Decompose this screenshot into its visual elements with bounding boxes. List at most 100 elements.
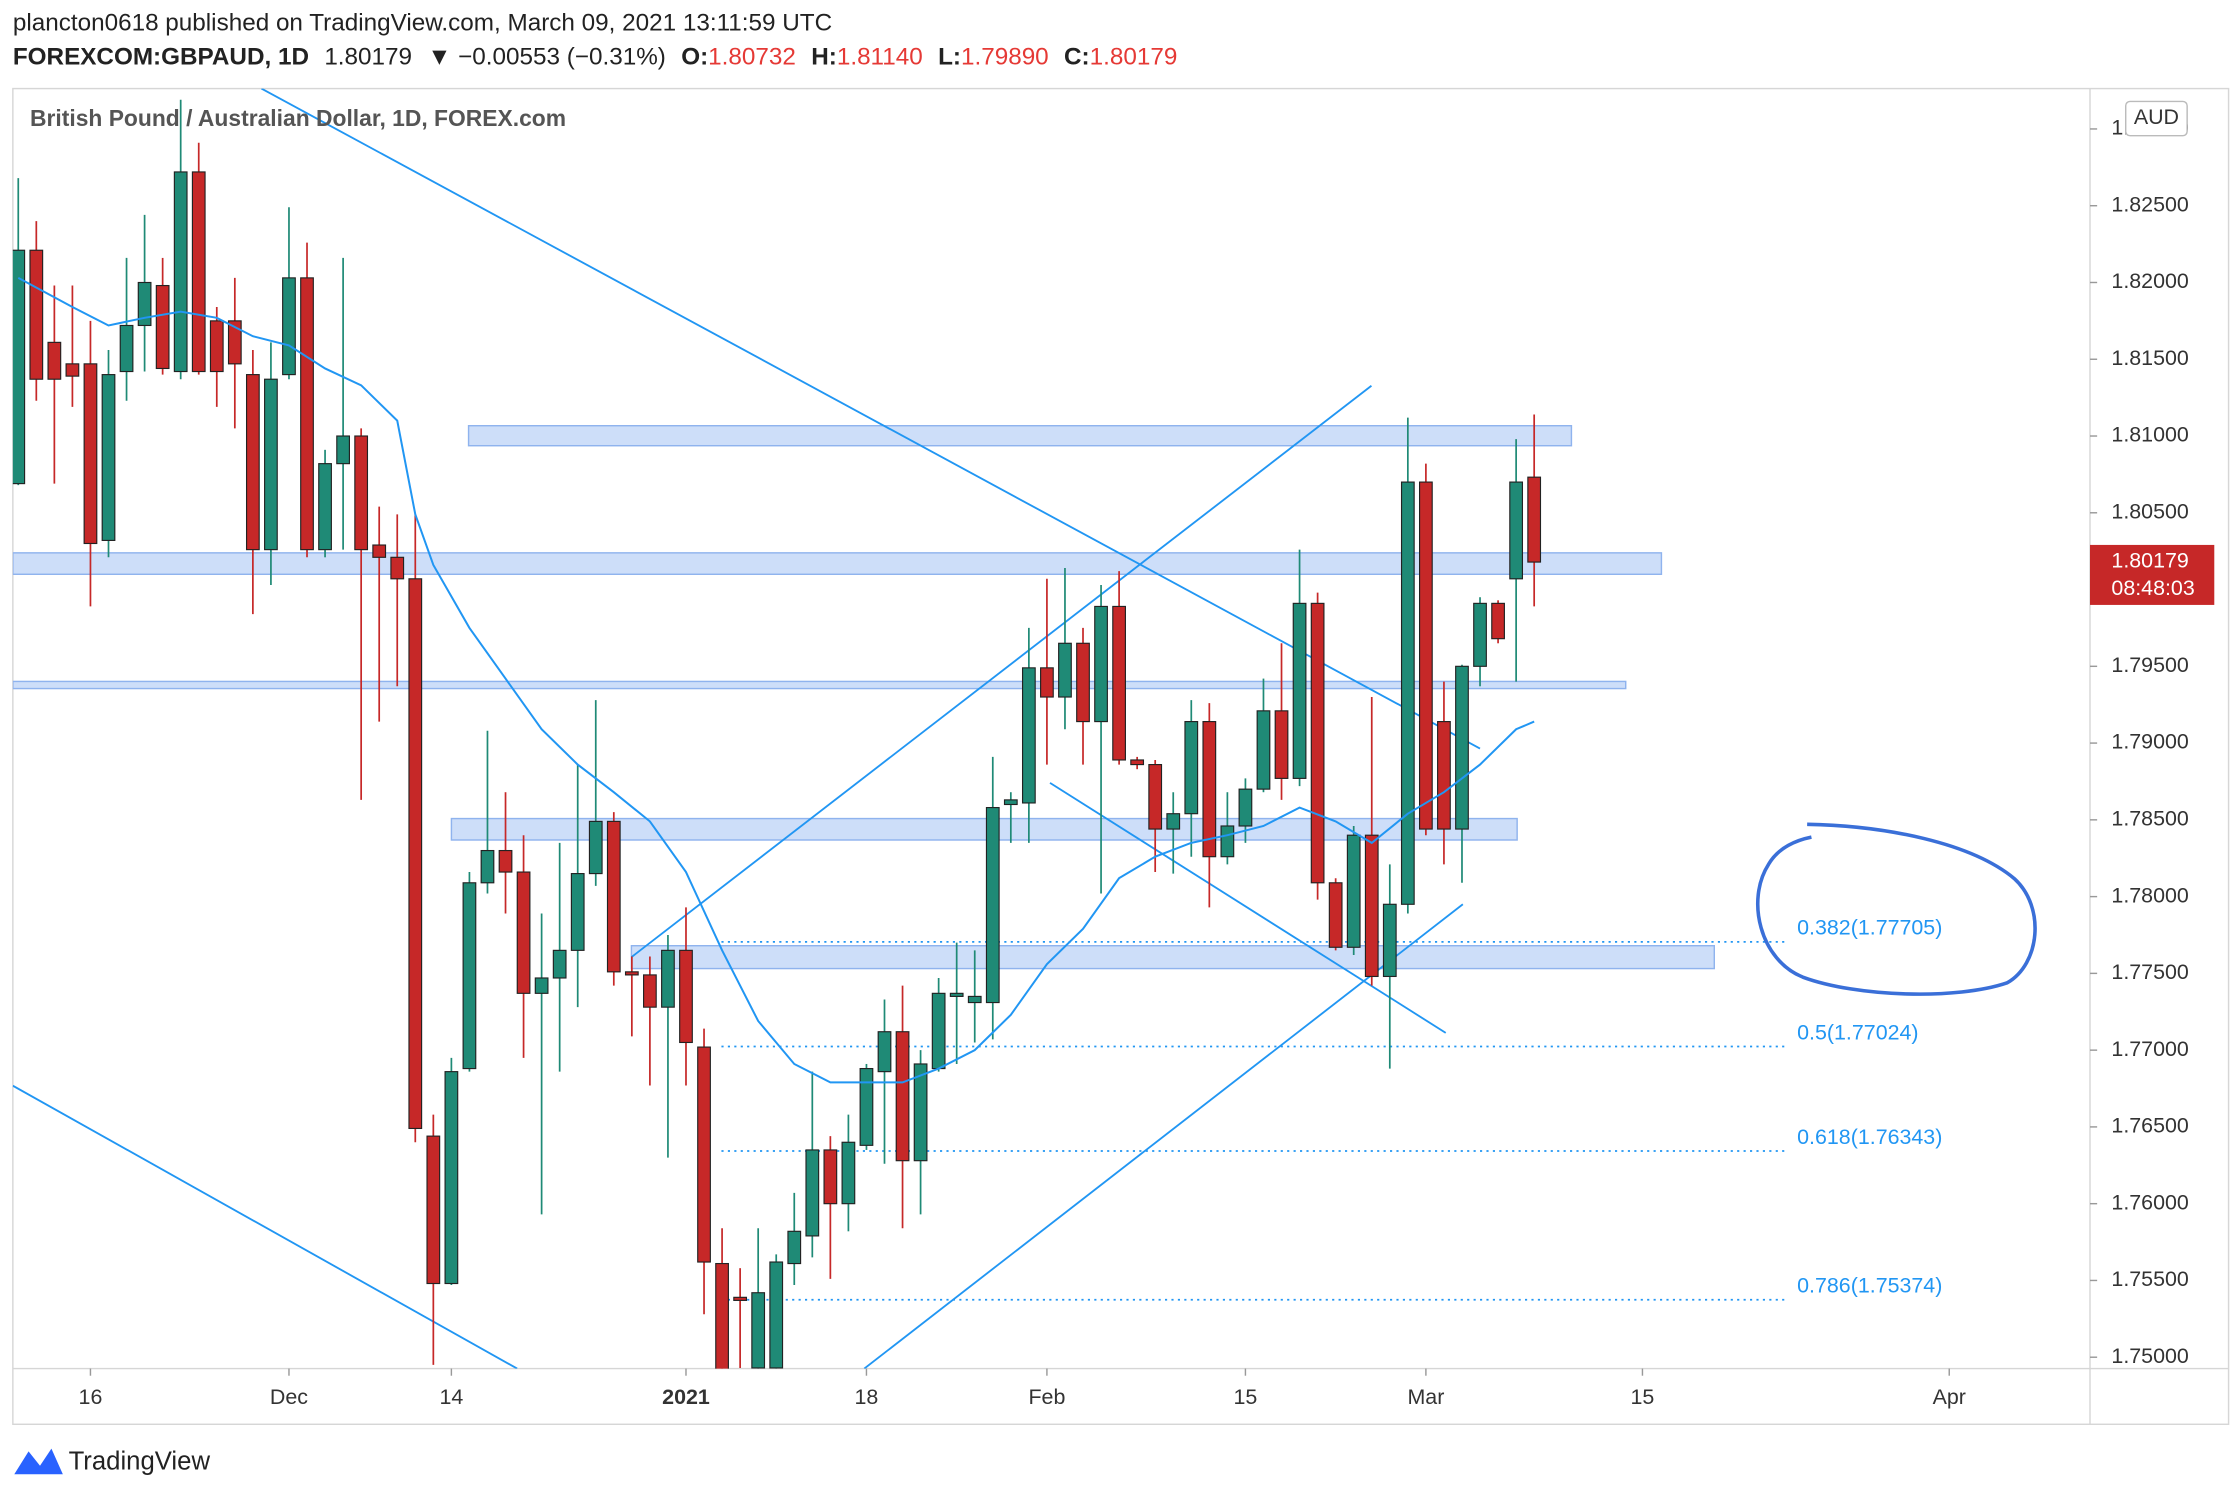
candle-body [1003,799,1018,806]
candle-body [769,1261,784,1369]
trend-line [260,88,1481,750]
candle-body [679,949,693,1044]
fib-label: 0.5(1.77024) [1797,1020,1918,1044]
candle-body [1184,721,1199,815]
symbol-line: FOREXCOM:GBPAUD, 1D 1.80179 ▼ −0.00553 (… [13,44,1177,71]
last-price-tag: 1.80179 08:48:03 [2090,544,2215,605]
chart-title: British Pound / Australian Dollar, 1D, F… [30,105,566,131]
candle-body [787,1230,802,1265]
candle-body [1112,605,1126,761]
plot: 0.382(1.77705) 0.5(1.77024) 0.618(1.76343)… [12,99,1942,1369]
candle-body [624,971,639,976]
candle-body [1455,665,1469,830]
candle-body [1256,710,1271,790]
candle-body [715,1262,729,1369]
x-tick-label: 18 [855,1385,879,1409]
candle-body [47,341,62,380]
candle-body [967,995,982,1004]
candle-body [173,171,188,373]
ohlc-value: 1.79890 [961,44,1049,71]
ohlc-value: 1.80179 [1090,44,1178,71]
fib-label: 0.382(1.77705) [1797,916,1942,940]
y-tick-label: 1.76000 [2111,1190,2188,1214]
candle-body [408,578,423,1130]
candle-body [516,871,531,994]
x-tick-label: 14 [439,1385,463,1409]
candle-body [1473,602,1487,667]
y-tick-label: 1.79000 [2111,730,2188,754]
candle-body [733,1296,748,1301]
candle-body [1148,764,1163,830]
footer-logo [14,1448,63,1475]
candle-body [209,320,224,373]
y-tick-label: 1.76500 [2111,1114,2188,1138]
price-tag-label: 1.80179 [2111,549,2188,573]
candle-body [137,281,152,327]
candle-body [444,1071,459,1285]
candle-body [1166,813,1181,830]
y-tick-label: 1.75500 [2111,1267,2188,1291]
candle-body [895,1031,910,1162]
price-tag-box [2090,544,2215,605]
zone [630,945,1715,970]
x-tick-label: 15 [1234,1385,1258,1409]
trend-line [1049,782,1447,1034]
y-tick-label: 1.77000 [2111,1037,2188,1061]
currency: AUD [2134,105,2179,129]
candle-body [480,849,495,884]
candle-body [390,556,405,580]
symbol: FOREXCOM:GBPAUD, 1D [13,44,309,71]
candle-body [985,806,1000,1004]
candle-body [245,374,260,551]
candle-body [913,1063,928,1162]
candle-body [12,249,26,485]
candle-body [1364,834,1379,978]
candle-body [282,277,296,376]
ohlc-key: O: [681,44,708,71]
candle-body [191,171,206,373]
candle-body [643,974,657,1008]
y-tick-label: 1.78000 [2111,883,2188,907]
x-tick-label: Mar [1407,1385,1444,1409]
logo-icon [14,1448,63,1475]
fib-label: 0.786(1.75374) [1797,1274,1942,1298]
candle-body [372,544,387,558]
candle-body [1310,602,1325,884]
candle-body [336,435,350,465]
x-tick-label: Apr [1933,1385,1966,1409]
candle-body [805,1149,820,1237]
candle-body [1076,642,1090,723]
price-tag-countdown: 08:48:03 [2111,576,2194,600]
candle-body [931,992,946,1070]
y-tick-label: 1.81500 [2111,346,2188,370]
x-tick-label: 16 [79,1385,103,1409]
hand-drawn-circle [1755,822,2037,996]
candle-body [1400,481,1415,905]
x-tick-label: Dec [270,1385,308,1409]
x-tick-label: 15 [1631,1385,1655,1409]
candle-body [570,873,585,951]
chart-frame [12,87,2230,1426]
fib-label: 0.618(1.76343) [1797,1125,1942,1149]
ohlc-key: H: [811,44,837,71]
zone [467,425,1573,447]
ohlc-value: 1.81140 [837,44,923,71]
candle-body [949,992,964,997]
candle-body [119,324,134,373]
candle-body [606,820,621,973]
candle-body [661,949,675,1008]
candle-body [1419,481,1433,830]
candle-body [29,249,44,380]
candle-body [751,1292,766,1369]
candle-body [697,1046,711,1263]
y-tick-label: 1.79500 [2111,653,2188,677]
candle-body [534,977,549,994]
candle-body [1274,710,1289,779]
candle-body [1346,834,1361,948]
y-tick-label: 1.78500 [2111,807,2188,831]
ohlc-value: 1.80732 [708,44,796,71]
candle-body [354,435,369,551]
change: ▼ −0.00553 (−0.31%) [427,44,666,71]
candle-body [498,849,513,873]
